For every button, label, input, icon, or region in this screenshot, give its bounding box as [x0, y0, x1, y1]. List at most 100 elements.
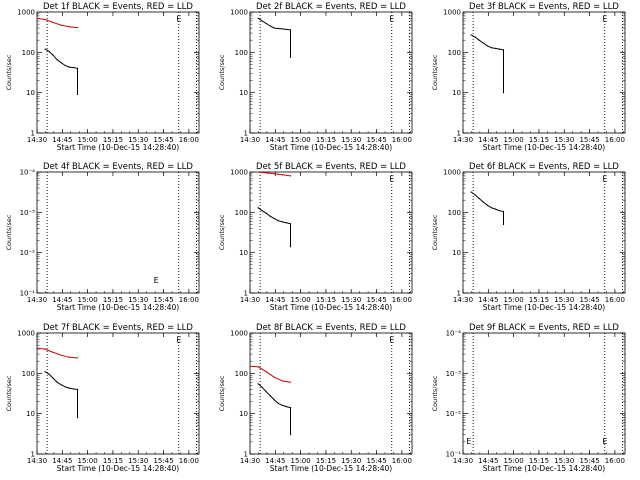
data-point	[265, 22, 267, 25]
data-point	[474, 36, 476, 38]
data-point	[257, 172, 259, 173]
y-tick-label: 1000	[443, 9, 461, 17]
x-tick-label: 15:15	[529, 136, 549, 144]
x-tick-label: 15:15	[103, 296, 123, 304]
series-group	[37, 347, 79, 419]
y-tick-label: 10⁻⁴	[20, 169, 36, 177]
data-point	[56, 59, 58, 61]
series-group	[470, 191, 505, 226]
marker-label: E	[154, 276, 159, 285]
data-point	[265, 391, 267, 393]
y-tick-label: 100	[235, 49, 248, 57]
data-point	[64, 386, 66, 388]
data-point	[72, 66, 75, 69]
x-tick-label: 16:00	[392, 457, 412, 465]
data-point	[44, 371, 46, 373]
data-point	[285, 405, 288, 408]
y-axis-label: Counts/sec	[5, 214, 13, 250]
x-tick-label: 15:00	[78, 136, 98, 144]
data-point	[76, 27, 79, 29]
series-events-line	[257, 207, 291, 247]
series-events-line	[44, 371, 78, 418]
y-tick-label: 1000	[230, 330, 248, 338]
data-point	[490, 207, 492, 209]
data-point	[37, 17, 38, 19]
data-point	[273, 399, 275, 401]
x-tick-label: 15:30	[554, 136, 574, 144]
data-point	[486, 204, 488, 206]
y-tick-label: 1	[31, 130, 35, 138]
data-point	[60, 24, 62, 26]
plot-frame	[36, 171, 200, 294]
y-tick-label: 10	[452, 89, 461, 97]
x-axis-label: Start Time (10-Dec-15 14:28:40)	[57, 464, 179, 473]
x-tick-label: 15:45	[366, 136, 386, 144]
plot-frame	[36, 332, 200, 455]
x-tick-label: 15:45	[579, 296, 599, 304]
x-tick-label: 14:30	[240, 296, 260, 304]
x-tick-label: 16:00	[179, 296, 199, 304]
x-tick-label: 15:00	[291, 136, 311, 144]
data-point	[289, 381, 292, 383]
data-point	[269, 215, 271, 217]
data-point	[478, 197, 480, 200]
data-point	[490, 47, 492, 49]
data-point	[281, 28, 283, 30]
y-tick-label: 1	[244, 130, 248, 138]
data-point	[482, 42, 484, 44]
panel-title: Det 7f BLACK = Events, RED = LLD	[43, 323, 193, 333]
data-point	[261, 20, 263, 22]
plot-frame	[249, 171, 413, 294]
data-point	[265, 212, 267, 214]
series-lld-line	[37, 347, 78, 359]
y-tick-label: 10	[239, 410, 248, 418]
data-point	[52, 377, 54, 379]
marker-label: E	[389, 174, 394, 183]
panel-title: Det 8f BLACK = Events, RED = LLD	[256, 323, 406, 333]
data-point	[285, 222, 288, 224]
series-events-line	[470, 34, 504, 93]
data-point	[493, 0, 494, 1]
y-axis-label: Counts/sec	[431, 375, 439, 411]
x-tick-label: 14:45	[265, 296, 285, 304]
y-tick-label: 1	[457, 290, 461, 298]
x-tick-label: 15:00	[291, 457, 311, 465]
data-point	[474, 194, 476, 196]
x-tick-label: 16:00	[605, 136, 625, 144]
data-point	[281, 174, 283, 176]
data-point	[494, 208, 496, 210]
data-point	[76, 93, 79, 96]
marker-label: E	[176, 335, 181, 344]
x-tick-label: 15:00	[291, 296, 311, 304]
panel-title: Det 6f BLACK = Events, RED = LLD	[469, 162, 619, 172]
x-tick-label: 15:00	[504, 136, 524, 144]
data-point	[261, 210, 263, 212]
data-point	[273, 376, 275, 378]
data-point	[265, 172, 267, 174]
x-tick-label: 14:30	[27, 457, 47, 465]
data-point	[470, 34, 472, 36]
y-tick-label: 100	[235, 370, 248, 378]
data-point	[76, 67, 79, 69]
y-tick-label: 10⁻¹	[20, 290, 36, 298]
data-point	[502, 49, 505, 51]
x-axis-label: Start Time (10-Dec-15 14:28:40)	[270, 143, 392, 152]
data-point	[289, 223, 292, 225]
panel-title: Det 1f BLACK = Events, RED = LLD	[43, 2, 193, 12]
x-tick-label: 14:30	[240, 136, 260, 144]
data-point	[289, 56, 292, 58]
data-point	[486, 45, 488, 47]
data-point	[285, 28, 288, 31]
data-point	[37, 347, 38, 349]
x-tick-label: 14:45	[265, 136, 285, 144]
x-tick-label: 14:30	[453, 136, 473, 144]
y-axis-label: Counts/sec	[218, 54, 226, 90]
y-tick-label: 10⁻²	[20, 249, 36, 257]
x-axis-label: Start Time (10-Dec-15 14:28:40)	[270, 303, 392, 312]
y-tick-label: 10⁻⁴	[446, 330, 462, 338]
y-tick-label: 10	[452, 249, 461, 257]
series-group	[250, 365, 292, 436]
y-tick-label: 1000	[230, 169, 248, 177]
data-point	[257, 366, 259, 368]
